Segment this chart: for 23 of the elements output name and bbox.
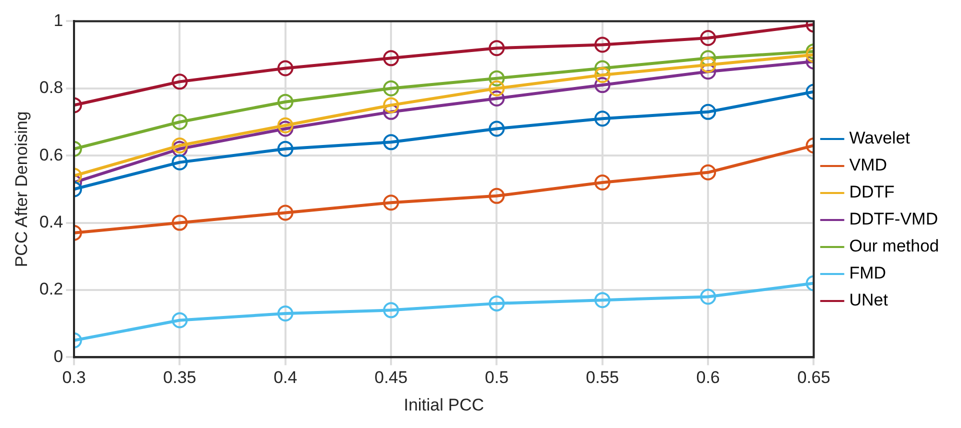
x-tick-label: 0.3 xyxy=(62,368,86,388)
legend-label: FMD xyxy=(849,264,886,283)
x-tick-label: 0.35 xyxy=(163,368,196,388)
x-tick-label: 0.45 xyxy=(374,368,408,388)
x-tick-label: 0.65 xyxy=(797,368,830,388)
y-tick-label: 0 xyxy=(54,346,64,366)
x-tick-label: 0.5 xyxy=(484,368,509,388)
x-tick-label: 0.55 xyxy=(586,368,619,388)
x-axis-title: Initial PCC xyxy=(404,395,484,414)
y-tick-label: 1 xyxy=(54,10,64,30)
legend-label: DDTF-VMD xyxy=(849,210,938,229)
y-axis-title: PCC After Denoising xyxy=(12,111,31,268)
x-tick-label: 0.6 xyxy=(696,368,720,388)
y-tick-label: 0.6 xyxy=(39,145,64,164)
y-tick-label: 0.2 xyxy=(39,280,64,299)
legend-label: UNet xyxy=(849,290,888,310)
x-tick-label: 0.4 xyxy=(274,368,298,388)
legend-label: DDTF xyxy=(849,182,895,202)
legend-label: Wavelet xyxy=(849,128,910,148)
legend-label: VMD xyxy=(849,156,888,175)
y-tick-label: 0.4 xyxy=(39,212,64,232)
y-tick-label: 0.8 xyxy=(39,78,64,98)
legend-label: Our method xyxy=(849,236,939,256)
